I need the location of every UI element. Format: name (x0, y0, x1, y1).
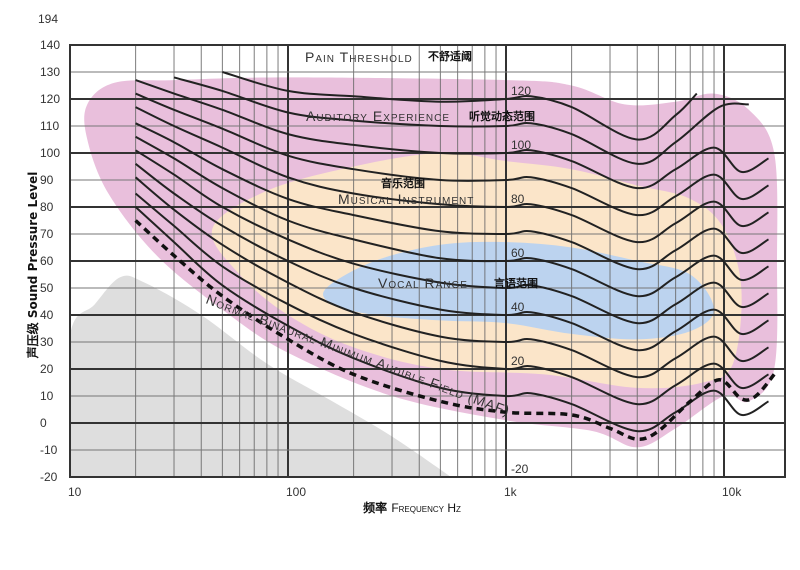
x-axis-label-cn: 频率 (363, 500, 387, 515)
contour-line-40 (134, 163, 770, 352)
maf-dashed-line (134, 219, 776, 441)
y-tick-label: 100 (40, 146, 60, 160)
annotation-musical-instrument: Musical Instrument (338, 191, 474, 207)
contour-label: 120 (511, 84, 531, 98)
contour-label: 20 (511, 354, 525, 368)
annotation-pain-threshold: Pain Threshold (305, 49, 413, 65)
annotation-pain-threshold-cn: 不舒适阈 (428, 49, 472, 63)
y-tick-label: 30 (40, 335, 54, 349)
contour-line-100 (135, 79, 770, 190)
y-tick-label: 80 (40, 200, 54, 214)
y-tick-label: 40 (40, 308, 54, 322)
y-tick-label: 50 (40, 281, 54, 295)
y-tick-label: 140 (40, 38, 60, 52)
contour-label: 80 (511, 192, 525, 206)
y-tick-label: 130 (40, 65, 60, 79)
y-tick-label: -10 (40, 443, 58, 457)
annotation-auditory-experience-cn: 听觉动态范围 (469, 109, 535, 123)
contour-line-90 (135, 92, 770, 217)
y-tick-label: -20 (40, 470, 58, 484)
contour-line-60 (135, 135, 770, 298)
region-below-hearing (70, 275, 452, 477)
contour-line-120 (222, 71, 698, 141)
plot-border (69, 44, 786, 478)
annotation-auditory-experience: Auditory Experience (306, 108, 450, 124)
contour-label: -20 (511, 462, 529, 476)
y-top-label: 194 (38, 12, 58, 26)
curves-layer (134, 71, 776, 441)
x-tick-label: 1k (504, 485, 518, 499)
y-tick-label: 10 (40, 389, 54, 403)
x-tick-label: 10 (68, 485, 82, 499)
y-tick-label: 110 (40, 119, 59, 133)
y-tick-label: 20 (40, 362, 54, 376)
contour-label: 40 (511, 300, 525, 314)
contour-label: 60 (511, 246, 525, 260)
annotation-vocal-range-cn: 言语范围 (494, 276, 538, 290)
contour-line-20 (134, 192, 770, 406)
labels-layer: 1401301201101009080706050403020100-10-20… (40, 38, 742, 499)
contour-label: 100 (511, 138, 531, 152)
x-axis-label-en: Frequency Hz (391, 501, 461, 515)
y-tick-label: 60 (40, 254, 54, 268)
contour-line-50 (135, 149, 770, 325)
y-tick-label: 0 (40, 416, 47, 430)
contour-line-10 (134, 206, 770, 433)
x-axis-label: 频率 Frequency Hz (363, 500, 461, 515)
contour-line-110 (173, 76, 749, 165)
x-tick-label: 100 (286, 485, 306, 499)
y-tick-label: 70 (40, 227, 54, 241)
contour-line-30 (134, 176, 770, 379)
x-tick-label: 10k (722, 485, 742, 499)
y-tick-label: 120 (40, 92, 60, 106)
y-tick-label: 90 (40, 173, 54, 187)
annotation-musical-cn: 音乐范围 (381, 176, 425, 190)
annotation-vocal-range: Vocal Range (378, 275, 468, 291)
contour-line-80 (135, 106, 770, 244)
contour-line-70 (135, 122, 770, 271)
y-axis-label: 声压级 Sound Pressure Level (25, 172, 40, 360)
